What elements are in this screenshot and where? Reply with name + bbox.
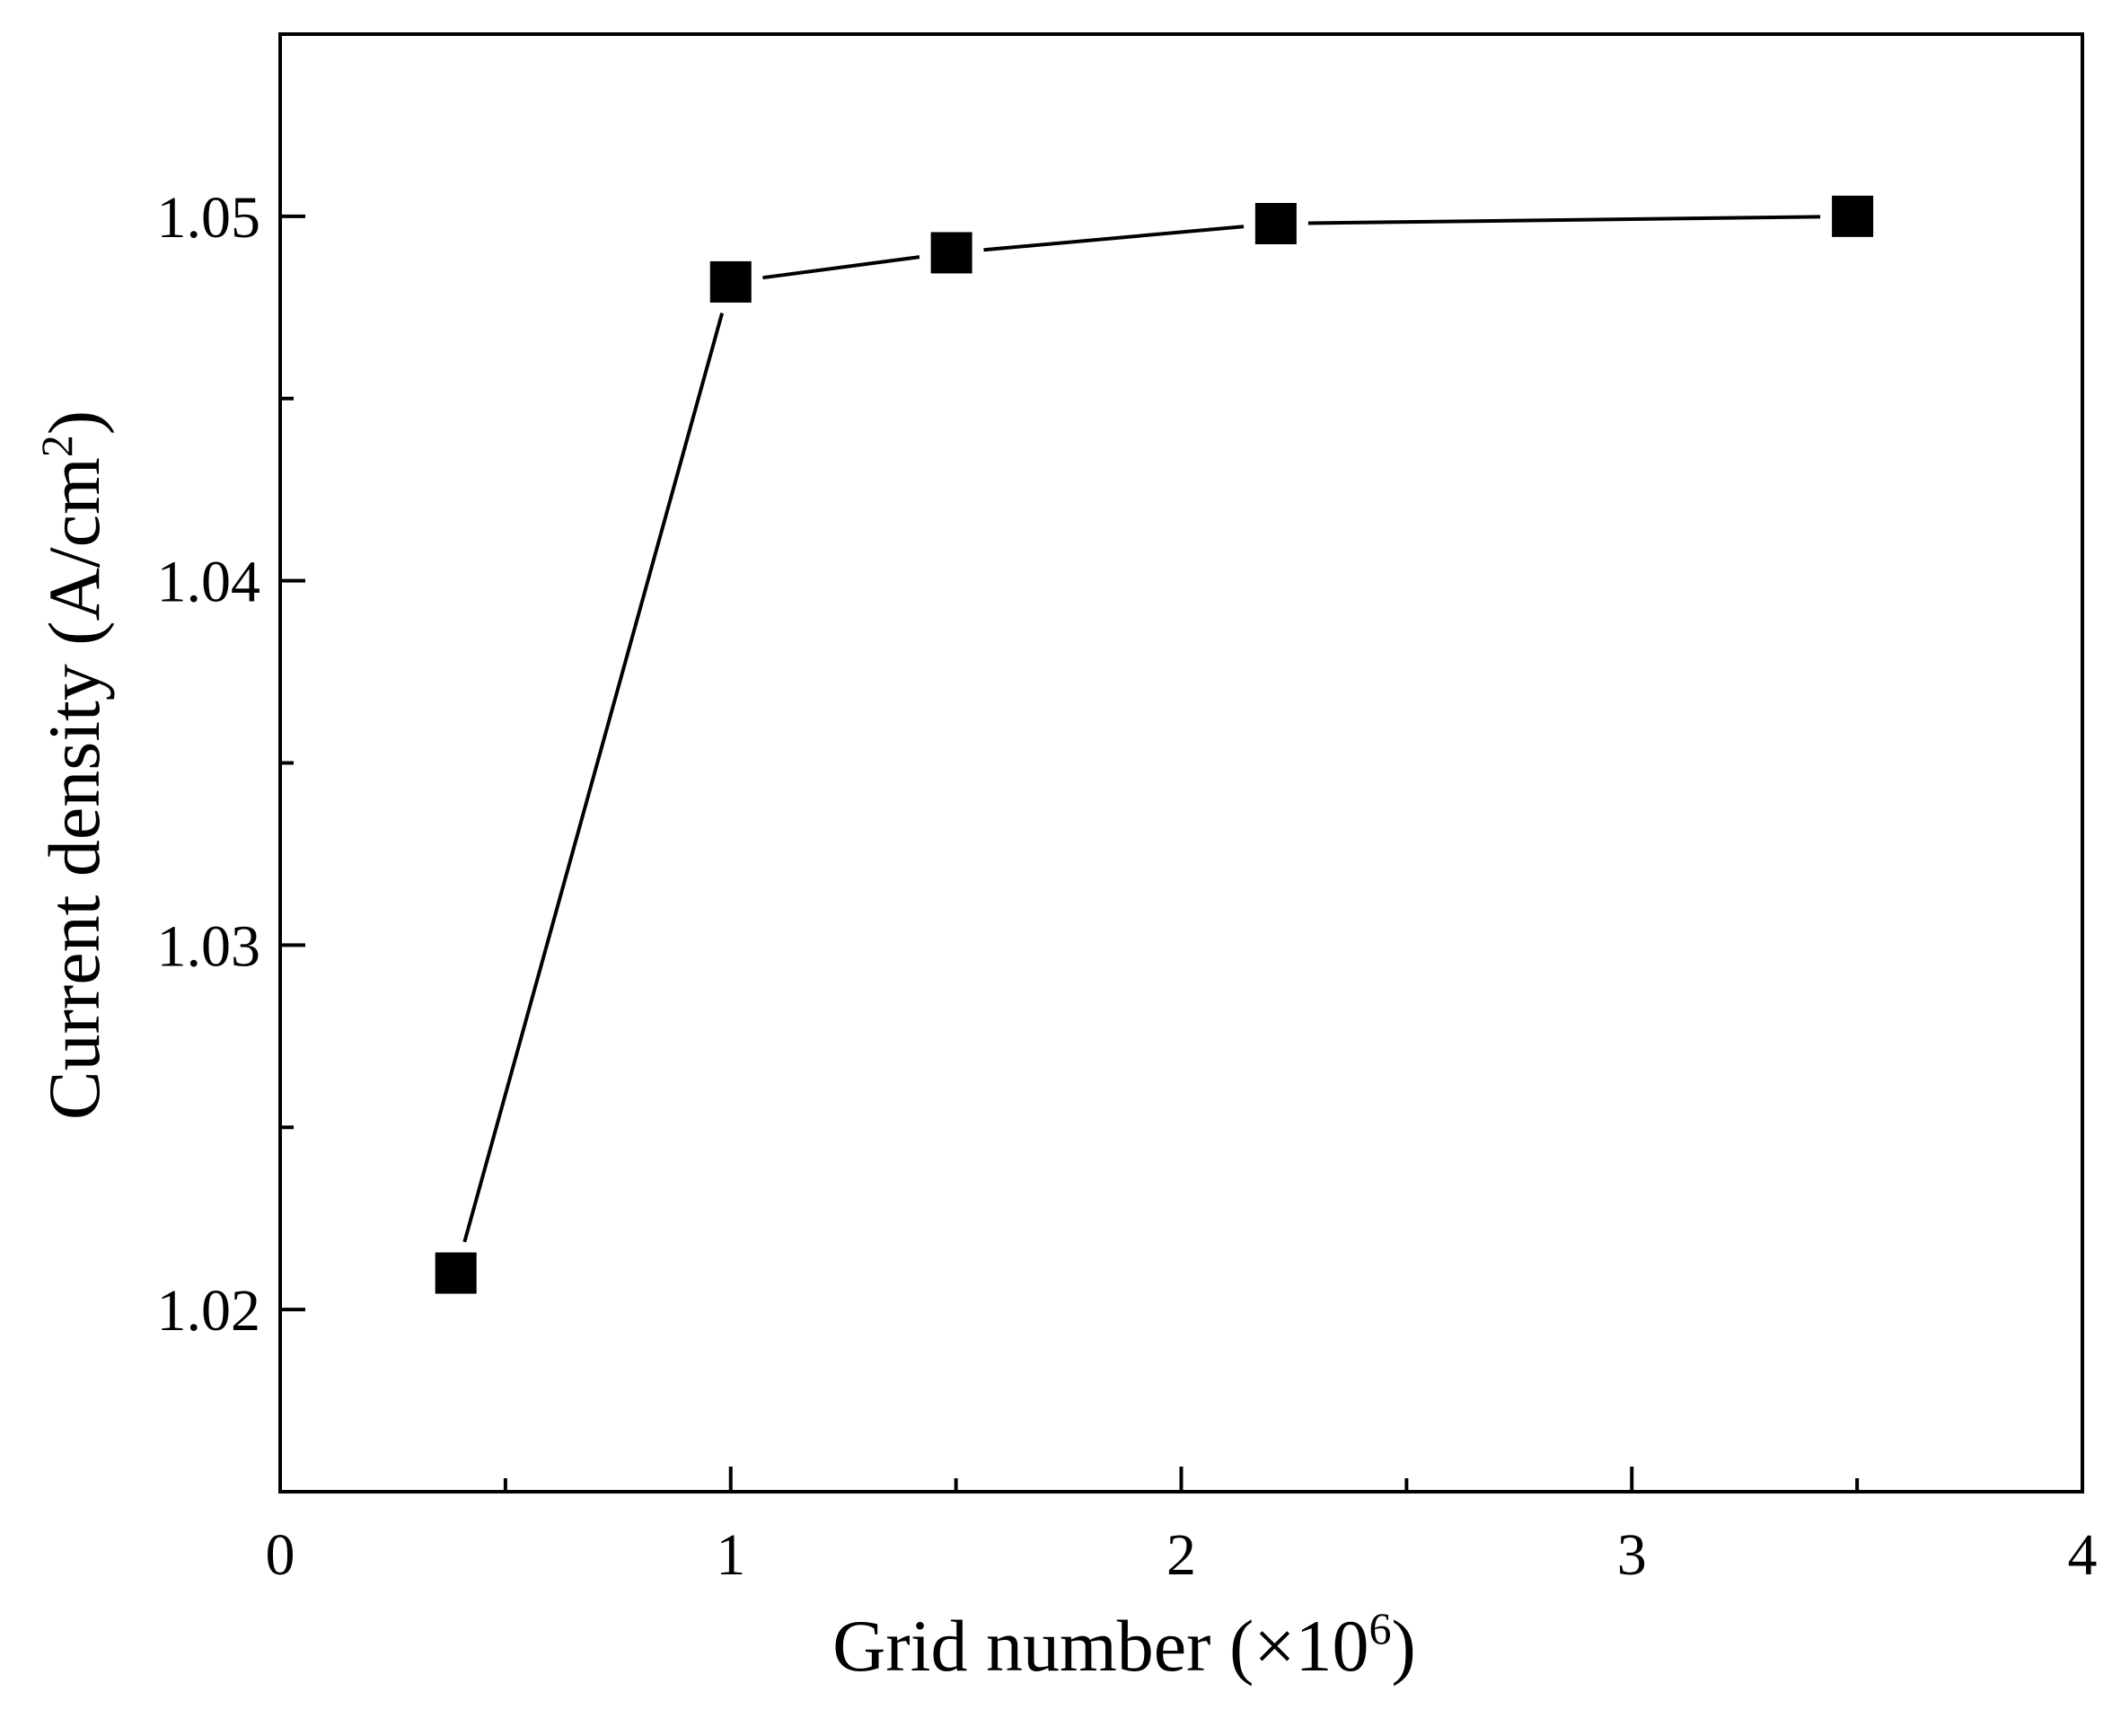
x-tick-label: 1 [716,1522,745,1588]
data-point-marker [1832,195,1874,237]
x-axis-title: Grid number (×106) [832,1603,1416,1687]
y-tick-label: 1.02 [157,1278,261,1344]
x-tick-label: 3 [1617,1522,1647,1588]
data-point-marker [709,260,752,303]
x-tick-label: 0 [266,1522,295,1588]
y-axis-ticks: 1.02 1.03 1.04 1.05 [157,185,305,1344]
series-line-segment [462,313,725,1243]
x-axis-ticks: 0 1 2 3 4 [266,1467,2098,1588]
y-tick-label: 1.04 [157,550,261,615]
plot-frame [278,32,2084,1494]
y-tick-label: 1.05 [157,185,261,251]
data-point-marker [435,1252,477,1294]
series-line-segment [762,255,920,280]
y-tick-label: 1.03 [157,913,261,979]
y-axis-title: Current density (A/cm2) [31,410,115,1120]
data-point-marker [1254,202,1297,244]
series-line-segment [983,225,1245,252]
series-layer [435,195,1874,1294]
x-tick-label: 4 [2068,1522,2098,1588]
data-point-marker [930,232,972,274]
series-line-segment [1307,215,1821,225]
x-tick-label: 2 [1166,1522,1196,1588]
